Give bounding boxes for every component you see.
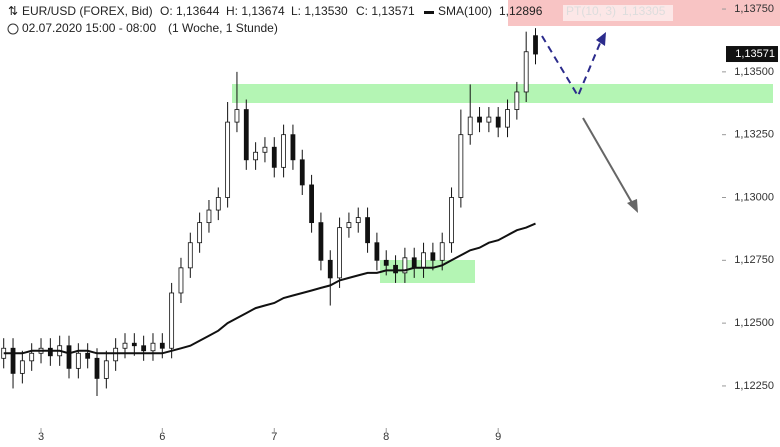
candle-body (150, 342, 156, 352)
y-tick-label: 1,12500 (734, 317, 774, 329)
sma-line (3, 222, 536, 355)
candle-body (225, 121, 231, 198)
pt-legend-box (563, 5, 673, 21)
candle-body (281, 134, 287, 168)
candle-body (383, 259, 389, 266)
forecast-arrowhead (596, 32, 606, 46)
candle-body (187, 242, 193, 269)
x-tick-label: 8 (383, 431, 389, 443)
candle-body (141, 345, 147, 352)
candle-body (393, 264, 398, 274)
x-tick-label: 7 (271, 431, 277, 443)
y-tick-label: 1,13750 (734, 3, 774, 15)
pt-legend: PT(10, 3) (566, 4, 616, 18)
candle-body (514, 91, 520, 110)
period: 02.07.2020 15:00 - 08:00 (22, 21, 156, 35)
candle-body (309, 184, 314, 224)
candle-body (477, 116, 482, 123)
chart-icon: ⇅ (8, 4, 18, 18)
ohlc-open: O: 1,13644 (160, 4, 220, 18)
candle-body (411, 257, 417, 269)
candle-body (234, 109, 240, 123)
candle-body (495, 116, 501, 128)
candle-body (159, 342, 165, 349)
alt-arrowhead (627, 199, 638, 213)
candle-body (346, 222, 352, 229)
interval: (1 Woche, 1 Stunde) (168, 21, 278, 35)
ohlc-high: H: 1,13674 (226, 4, 285, 18)
candle-body (113, 347, 119, 362)
candle-body (75, 352, 81, 369)
ohlc-close: C: 1,13571 (356, 4, 415, 18)
candle-body (94, 357, 100, 379)
candle-body (467, 116, 473, 136)
instrument: EUR/USD (FOREX, Bid) (22, 4, 153, 18)
candle-body (178, 267, 184, 294)
support-zone (232, 84, 773, 103)
y-tick-label: 1,13000 (734, 191, 774, 203)
candle-body (327, 259, 333, 279)
candle-body (169, 292, 175, 349)
last-price-box (726, 46, 778, 63)
sma-legend-value: 1,12896 (499, 4, 543, 18)
y-tick-label: 1,13250 (734, 129, 774, 141)
alt-arrow (582, 117, 636, 209)
candle-body (243, 109, 249, 161)
candle-body (253, 151, 259, 161)
candle-body (337, 227, 342, 279)
candle-body (122, 342, 128, 349)
candle-body (505, 109, 510, 128)
y-tick-label: 1,12750 (734, 254, 774, 266)
candle-body (103, 360, 109, 379)
y-tick-label: 1,12250 (734, 380, 774, 392)
candle-body (402, 257, 408, 274)
candle-body (131, 342, 137, 347)
x-tick-label: 3 (38, 431, 44, 443)
candle-body (355, 217, 361, 224)
candle-body (262, 146, 268, 153)
candle-body (206, 209, 212, 224)
x-tick-label: 6 (159, 431, 165, 443)
candle-body (318, 222, 324, 261)
sma-legend-swatch (424, 11, 434, 14)
candle-body (29, 352, 35, 362)
candle-body (449, 197, 454, 244)
candle-body (486, 116, 492, 123)
pt-legend-value: 1,13305 (622, 4, 666, 18)
candle-body (271, 146, 277, 168)
candle-body (374, 242, 380, 261)
x-tick-label: 9 (495, 431, 501, 443)
candle-body (10, 347, 16, 374)
y-tick-label: 1,13500 (734, 66, 774, 78)
candle-body (66, 345, 72, 369)
candle-body (421, 252, 426, 269)
candle-body (290, 134, 296, 161)
plot (1, 28, 538, 396)
candle-body (19, 360, 25, 374)
candle-body (365, 217, 370, 244)
last-price-label: 1,13571 (735, 48, 775, 60)
ohlc-low: L: 1,13530 (291, 4, 348, 18)
candle-body (458, 134, 464, 198)
candle-body (439, 242, 445, 261)
candle-body (299, 159, 305, 186)
candle-body (430, 252, 436, 261)
clock-icon (7, 23, 19, 35)
candle-body (533, 35, 538, 55)
candle-body (197, 222, 203, 244)
candle-body (85, 352, 91, 359)
candle-body (215, 197, 221, 211)
candle-body (47, 347, 53, 357)
forecast-arrow (541, 35, 604, 99)
candle-body (523, 51, 529, 93)
sma-legend: SMA(100) (438, 4, 492, 18)
